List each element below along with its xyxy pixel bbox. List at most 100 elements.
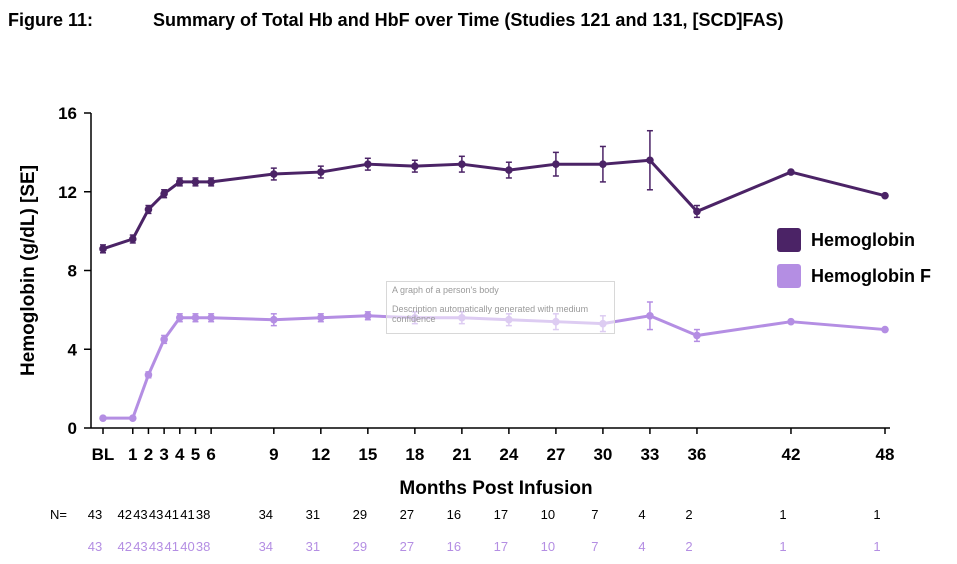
y-axis-title: Hemoglobin (g/dL) [SE] [18, 165, 39, 376]
data-point [128, 235, 137, 243]
x-tick-label: 3 [159, 445, 168, 464]
figure-title: Figure 11: Summary of Total Hb and HbF ov… [8, 10, 783, 31]
n-count: 38 [196, 507, 210, 522]
data-point [207, 178, 215, 186]
n-count: 41 [180, 507, 194, 522]
n-count: 10 [541, 507, 555, 522]
data-point [175, 178, 184, 186]
data-point [175, 313, 184, 322]
n-count: 27 [400, 507, 414, 522]
x-tick-label: 5 [191, 445, 200, 464]
n-count: 29 [353, 507, 367, 522]
n-count: 40 [180, 539, 194, 554]
data-point [364, 311, 372, 320]
n-count: 7 [591, 539, 598, 554]
data-point [191, 178, 200, 186]
series-line-hemoglobin [102, 158, 886, 251]
x-tick-label: 15 [358, 445, 377, 464]
n-count: 1 [873, 539, 880, 554]
x-tick-label: 30 [593, 445, 612, 464]
x-tick-label: 36 [687, 445, 706, 464]
alt-text-caption: A graph of a person's body [392, 285, 499, 295]
n-count: 41 [165, 539, 179, 554]
data-point [317, 168, 325, 176]
n-count: 43 [88, 507, 102, 522]
n-count: 16 [447, 539, 461, 554]
data-point [693, 207, 701, 216]
n-row-label: N= [50, 507, 67, 522]
data-point [693, 331, 701, 340]
x-tick-label: 6 [206, 445, 215, 464]
data-point [787, 317, 795, 326]
y-tick-label: 12 [58, 183, 77, 202]
x-tick-label: 18 [405, 445, 424, 464]
data-point [99, 414, 107, 422]
n-count: 43 [88, 539, 102, 554]
data-point [881, 191, 889, 200]
y-tick-label: 8 [68, 262, 77, 281]
data-point [207, 313, 215, 322]
n-count: 43 [133, 507, 147, 522]
x-tick-label: 24 [499, 445, 518, 464]
x-tick-label: 42 [782, 445, 801, 464]
n-count: 4 [638, 539, 645, 554]
x-tick-label: 4 [175, 445, 185, 464]
n-count: 7 [591, 507, 598, 522]
n-count: 1 [779, 507, 786, 522]
data-point [270, 170, 278, 178]
n-count: 31 [306, 539, 320, 554]
data-point [787, 168, 795, 176]
y-tick-label: 0 [68, 419, 77, 438]
data-point [505, 166, 513, 174]
data-point [160, 335, 168, 344]
data-point [270, 315, 278, 324]
n-count: 10 [541, 539, 555, 554]
n-count: 38 [196, 539, 210, 554]
data-point [128, 414, 137, 422]
data-point [881, 325, 889, 334]
n-count: 34 [259, 539, 273, 554]
data-point [599, 160, 607, 168]
n-count: 4 [638, 507, 645, 522]
x-tick-label: 33 [640, 445, 659, 464]
x-tick-label: 21 [452, 445, 471, 464]
data-point [364, 160, 372, 168]
data-point [317, 313, 325, 322]
n-count: 16 [447, 507, 461, 522]
data-point [144, 205, 153, 214]
data-point [160, 189, 168, 198]
n-count: 31 [306, 507, 320, 522]
n-count: 42 [118, 539, 132, 554]
n-count: 43 [149, 539, 163, 554]
data-point [144, 371, 153, 379]
x-tick-label: 12 [311, 445, 330, 464]
data-point [552, 160, 560, 168]
data-point [458, 160, 466, 168]
n-count: 1 [779, 539, 786, 554]
x-tick-label: 27 [546, 445, 565, 464]
n-count: 42 [118, 507, 132, 522]
legend-label-hemoglobin-f: Hemoglobin F [811, 266, 931, 286]
legend-label-hemoglobin: Hemoglobin [811, 230, 915, 250]
figure-label: Figure 11: [8, 10, 94, 30]
x-tick-label: 9 [269, 445, 278, 464]
n-count: 2 [685, 539, 692, 554]
y-tick-label: 16 [58, 104, 77, 123]
alt-text-tooltip: A graph of a person's body Description a… [386, 281, 615, 334]
n-count: 43 [133, 539, 147, 554]
x-tick-label: 1 [128, 445, 137, 464]
alt-text-note: Description automatically generated with… [392, 304, 589, 324]
n-count: 17 [494, 507, 508, 522]
data-point [99, 245, 107, 253]
data-point [646, 311, 654, 320]
x-tick-label: BL [92, 445, 115, 464]
figure-title-text: Summary of Total Hb and HbF over Time (S… [153, 10, 784, 30]
data-point [411, 162, 419, 170]
n-count: 27 [400, 539, 414, 554]
x-tick-label: 2 [144, 445, 153, 464]
y-tick-label: 4 [68, 340, 78, 359]
n-count: 29 [353, 539, 367, 554]
x-tick-label: 48 [876, 445, 895, 464]
n-count: 41 [165, 507, 179, 522]
